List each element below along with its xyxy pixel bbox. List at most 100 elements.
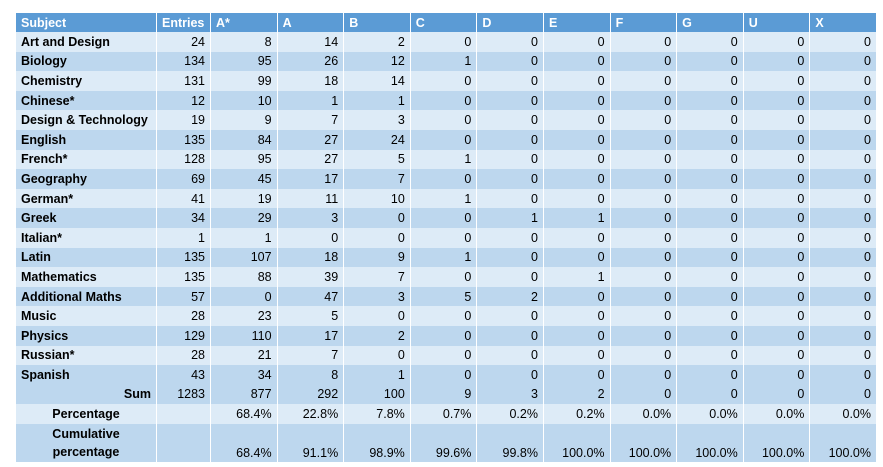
grade-count-cell: 34 [157,208,211,228]
grade-count-cell: 7 [277,345,345,366]
percentage-cell [157,404,211,424]
grade-count-cell: 0 [810,188,877,209]
grade-count-cell: 24 [344,129,411,150]
grade-count-cell: 0 [677,129,744,150]
grade-count-cell: 10 [344,188,411,209]
grade-count-cell: 0 [543,306,611,326]
grade-count-cell: 0 [543,71,611,91]
grade-count-cell: 41 [157,188,211,209]
cumulative-cell: 100.0% [743,423,811,462]
grade-count-cell: 0 [677,227,744,248]
cumulative-cell: 99.8% [477,423,544,462]
table-row: Music 28 23 5 0 0 0 0 0 0 0 0 [16,306,877,326]
grade-count-cell: 0 [743,325,811,346]
table-row: Additional Maths 57 0 47 3 5 2 0 0 0 0 0 [16,286,877,307]
grade-count-cell: 0 [810,71,877,91]
grade-count-cell: 0 [743,247,811,268]
sum-cell: 0 [677,384,744,405]
grade-count-cell: 18 [277,247,345,268]
grade-count-cell: 0 [810,90,877,111]
cumulative-cell [157,423,211,462]
table-row: English 135 84 27 24 0 0 0 0 0 0 0 [16,129,877,150]
grade-count-cell: 7 [277,110,345,130]
grade-count-cell: 7 [344,169,411,189]
grade-count-cell: 131 [157,71,211,91]
header-g: G [677,13,744,32]
grade-count-cell: 0 [211,286,278,307]
grade-count-cell: 0 [743,32,811,52]
grade-count-cell: 0 [477,227,544,248]
grade-count-cell: 0 [810,51,877,72]
grade-count-cell: 0 [677,90,744,111]
grade-count-cell: 0 [477,306,544,326]
grade-count-cell: 0 [743,149,811,170]
grade-count-cell: 9 [211,110,278,130]
grade-count-cell: 0 [677,345,744,366]
grade-count-cell: 0 [543,110,611,130]
grade-count-cell: 88 [211,267,278,287]
grade-count-cell: 134 [157,51,211,72]
header-e: E [543,13,611,32]
percentage-cell: 0.0% [743,404,811,424]
grade-count-cell: 0 [743,267,811,287]
grade-count-cell: 0 [543,345,611,366]
sum-cell: 0 [610,384,678,405]
grade-count-cell: 19 [157,110,211,130]
cumulative-cell: 68.4% [211,423,278,462]
grade-count-cell: 0 [610,188,678,209]
grade-count-cell: 24 [157,32,211,52]
grade-count-cell: 99 [211,71,278,91]
percentage-cell: 68.4% [211,404,278,424]
subject-cell: Additional Maths [16,286,157,307]
grade-count-cell: 135 [157,129,211,150]
grade-count-cell: 0 [410,306,478,326]
subject-cell: English [16,129,157,150]
grade-count-cell: 2 [344,325,411,346]
subject-cell: Biology [16,51,157,72]
grade-count-cell: 0 [810,32,877,52]
header-x: X [810,13,877,32]
grade-count-cell: 0 [743,129,811,150]
grade-count-cell: 0 [477,51,544,72]
percentage-cell: 0.7% [410,404,478,424]
grade-count-cell: 12 [157,90,211,111]
table-row: Physics 129 110 17 2 0 0 0 0 0 0 0 [16,325,877,346]
grade-count-cell: 0 [543,365,611,385]
grade-count-cell: 1 [410,51,478,72]
cumulative-cell: 98.9% [344,423,411,462]
subject-cell: Mathematics [16,267,157,287]
grade-count-cell: 0 [677,32,744,52]
sum-label: Sum [16,384,157,405]
grade-count-cell: 7 [344,267,411,287]
header-c: C [410,13,478,32]
grade-count-cell: 0 [743,71,811,91]
grade-count-cell: 0 [677,208,744,228]
grade-count-cell: 0 [610,365,678,385]
table-row: Mathematics 135 88 39 7 0 0 1 0 0 0 0 [16,267,877,287]
grade-count-cell: 0 [610,208,678,228]
grade-count-cell: 0 [610,110,678,130]
grade-count-cell: 0 [543,188,611,209]
cumulative-cell: 91.1% [277,423,345,462]
grade-count-cell: 0 [810,247,877,268]
grade-count-cell: 0 [677,169,744,189]
grade-count-cell: 10 [211,90,278,111]
grade-count-cell: 0 [610,345,678,366]
grade-count-cell: 0 [410,90,478,111]
table-row: Russian* 28 21 7 0 0 0 0 0 0 0 0 [16,345,877,366]
cumulative-label: Cumulative percentage [16,423,157,462]
grade-count-cell: 27 [277,149,345,170]
grade-count-cell: 0 [410,365,478,385]
percentage-label: Percentage [16,404,157,424]
table-row: Geography 69 45 17 7 0 0 0 0 0 0 0 [16,169,877,189]
subject-cell: Art and Design [16,32,157,52]
grade-count-cell: 0 [543,149,611,170]
subject-cell: Physics [16,325,157,346]
grade-count-cell: 0 [810,306,877,326]
grade-count-cell: 5 [344,149,411,170]
grade-count-cell: 27 [277,129,345,150]
grade-count-cell: 29 [211,208,278,228]
grade-count-cell: 9 [344,247,411,268]
header-row: Subject Entries A* A B C D E F G U X [16,13,877,32]
grade-count-cell: 8 [211,32,278,52]
